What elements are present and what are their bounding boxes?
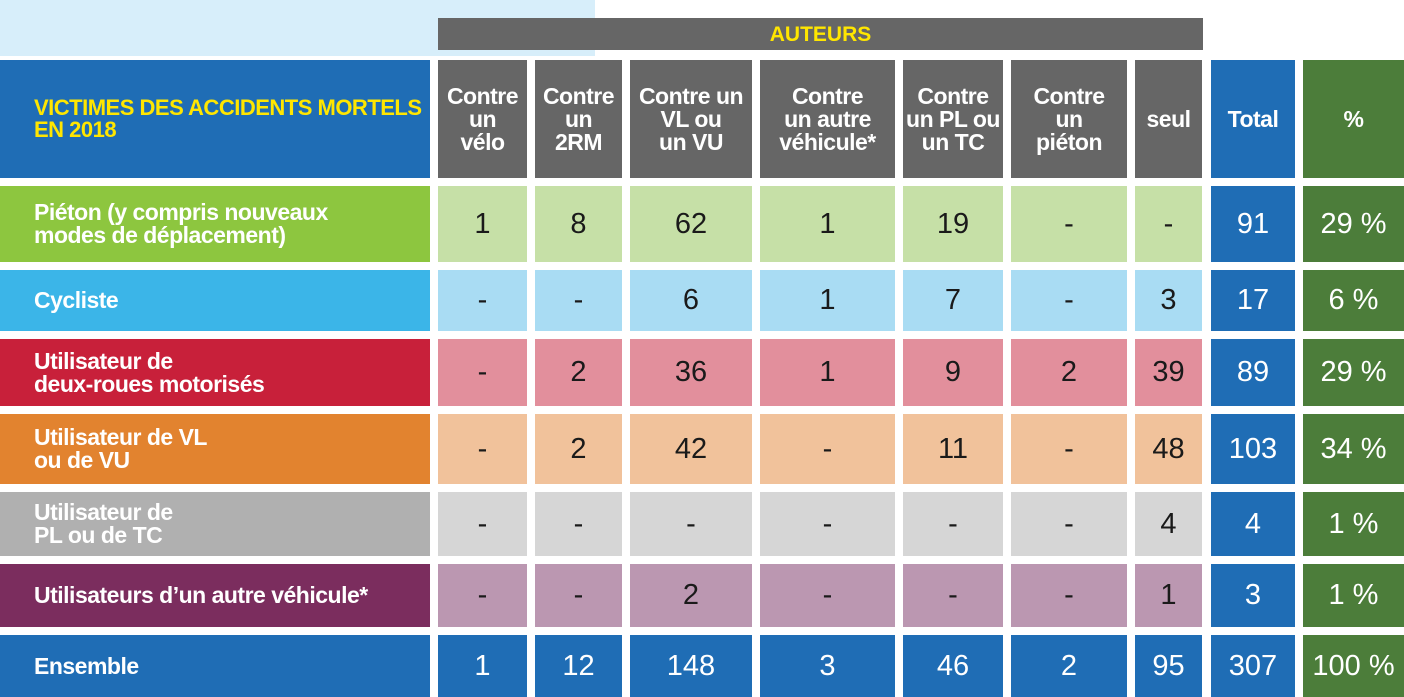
cell: - — [760, 492, 895, 556]
cell: 1 — [760, 339, 895, 406]
cell: 1 — [438, 186, 527, 262]
cell: 29 % — [1303, 186, 1404, 262]
cell: 307 — [1211, 635, 1295, 697]
row-label: Utilisateur de VL ou de VU — [0, 414, 430, 484]
cell: 39 — [1135, 339, 1202, 406]
row-label: Ensemble — [0, 635, 430, 697]
column-header: Contre un piéton — [1011, 60, 1127, 178]
cell: - — [903, 564, 1003, 627]
cell: 2 — [535, 339, 622, 406]
cell: 1 — [760, 186, 895, 262]
cell: 1 % — [1303, 492, 1404, 556]
cell: 19 — [903, 186, 1003, 262]
row-label: Cycliste — [0, 270, 430, 331]
cell: 2 — [1011, 339, 1127, 406]
cell: - — [535, 492, 622, 556]
cell: 12 — [535, 635, 622, 697]
cell: - — [760, 414, 895, 484]
column-header: Contre un vélo — [438, 60, 527, 178]
cell: - — [438, 414, 527, 484]
cell: - — [438, 270, 527, 331]
column-header: Contre un autre véhicule* — [760, 60, 895, 178]
cell: 11 — [903, 414, 1003, 484]
cell: - — [438, 339, 527, 406]
cell: 4 — [1135, 492, 1202, 556]
cell: 34 % — [1303, 414, 1404, 484]
cell: - — [630, 492, 752, 556]
cell: - — [438, 492, 527, 556]
column-header: % — [1303, 60, 1404, 178]
group-header: AUTEURS — [438, 18, 1203, 50]
row-label: Piéton (y compris nouveaux modes de dépl… — [0, 186, 430, 262]
cell: - — [535, 270, 622, 331]
column-header: Contre un PL ou un TC — [903, 60, 1003, 178]
cell: 148 — [630, 635, 752, 697]
cell: 1 — [438, 635, 527, 697]
cell: 3 — [760, 635, 895, 697]
cell: 48 — [1135, 414, 1202, 484]
cell: 9 — [903, 339, 1003, 406]
cell: - — [1011, 186, 1127, 262]
cell: 3 — [1211, 564, 1295, 627]
cell: 2 — [630, 564, 752, 627]
cell: 2 — [535, 414, 622, 484]
cell: 89 — [1211, 339, 1295, 406]
cell: - — [1011, 414, 1127, 484]
cell: 17 — [1211, 270, 1295, 331]
column-header: seul — [1135, 60, 1202, 178]
cell: 42 — [630, 414, 752, 484]
cell: 6 — [630, 270, 752, 331]
cell: - — [760, 564, 895, 627]
cell: 95 — [1135, 635, 1202, 697]
cell: 29 % — [1303, 339, 1404, 406]
cell: - — [1011, 492, 1127, 556]
column-header: Contre un 2RM — [535, 60, 622, 178]
cell: 1 % — [1303, 564, 1404, 627]
row-label: Utilisateurs d’un autre véhicule* — [0, 564, 430, 627]
column-header: Contre un VL ou un VU — [630, 60, 752, 178]
cell: 7 — [903, 270, 1003, 331]
cell: 62 — [630, 186, 752, 262]
cell: 103 — [1211, 414, 1295, 484]
cell: 2 — [1011, 635, 1127, 697]
cell: 4 — [1211, 492, 1295, 556]
cell: 8 — [535, 186, 622, 262]
cell: - — [1011, 270, 1127, 331]
cell: 1 — [760, 270, 895, 331]
cell: 1 — [1135, 564, 1202, 627]
cell: 91 — [1211, 186, 1295, 262]
cell: 100 % — [1303, 635, 1404, 697]
cell: 3 — [1135, 270, 1202, 331]
row-label: Utilisateur de PL ou de TC — [0, 492, 430, 556]
cell: - — [535, 564, 622, 627]
cell: 6 % — [1303, 270, 1404, 331]
table-title: VICTIMES DES ACCIDENTS MORTELS EN 2018 — [0, 60, 430, 178]
column-header: Total — [1211, 60, 1295, 178]
cell: - — [1011, 564, 1127, 627]
row-label: Utilisateur de deux-roues motorisés — [0, 339, 430, 406]
cell: - — [903, 492, 1003, 556]
cell: - — [1135, 186, 1202, 262]
cell: 36 — [630, 339, 752, 406]
cell: - — [438, 564, 527, 627]
cell: 46 — [903, 635, 1003, 697]
